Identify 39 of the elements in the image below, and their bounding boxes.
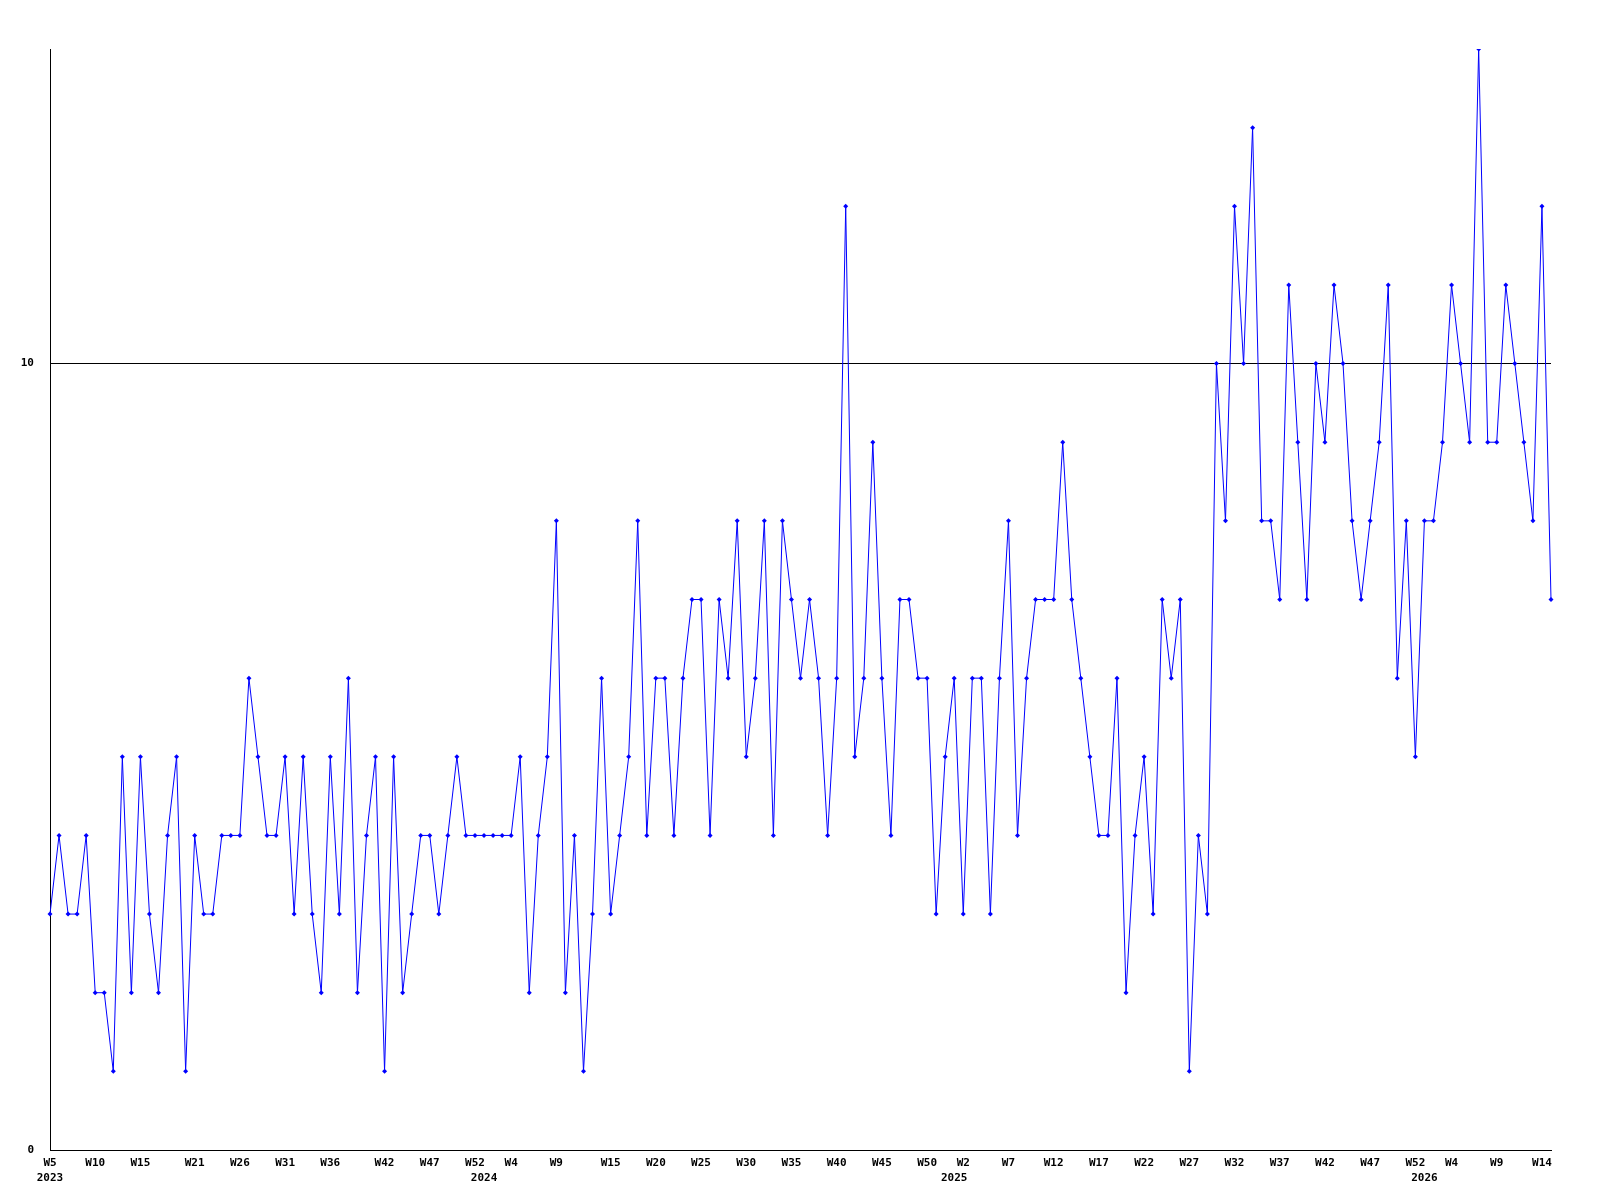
x-tick-label: W5 2023 <box>36 1155 64 1184</box>
x-tick-label: W52 <box>465 1155 485 1169</box>
x-tick-label: W22 <box>1134 1155 1155 1169</box>
x-tick-label: W12 <box>1043 1155 1064 1169</box>
x-tick-label: 2026 <box>1411 1170 1439 1184</box>
x-tick-label: W25 <box>691 1155 711 1169</box>
x-tick-label: W4 <box>1444 1155 1459 1169</box>
x-tick-label: W50 <box>917 1155 938 1169</box>
x-tick-label: W26 <box>229 1155 251 1169</box>
x-tick-label: W45 <box>871 1155 892 1169</box>
x-tick-label: W30 <box>736 1155 757 1169</box>
x-tick-label: W21 <box>184 1155 205 1169</box>
x-tick-label: W35 <box>781 1155 802 1169</box>
x-tick-label: W27 <box>1179 1155 1200 1169</box>
x-tick-label: W10 <box>85 1155 106 1169</box>
x-tick-label: W42 <box>1315 1155 1335 1169</box>
y-tick-label: 10 <box>20 356 34 370</box>
x-tick-label: W36 <box>320 1155 341 1169</box>
x-tick-label: W32 <box>1224 1155 1245 1169</box>
x-tick-label: W37 <box>1269 1155 1290 1169</box>
x-tick-label: W9 <box>549 1155 563 1169</box>
x-tick-label: W9 <box>1490 1155 1504 1169</box>
x-tick-label: W31 <box>275 1155 296 1169</box>
x-tick-label: W47 <box>419 1155 440 1169</box>
x-tick-label: W20 <box>645 1155 666 1169</box>
y-tick-label: 0 <box>27 1142 34 1156</box>
x-tick-label: W52 <box>1405 1155 1426 1169</box>
x-tick-label: W7 <box>1001 1155 1016 1169</box>
x-tick-label: W4 <box>504 1155 519 1169</box>
x-tick-label: W15 <box>600 1155 621 1169</box>
x-tick-label: W15 <box>130 1155 151 1169</box>
x-tick-label: W17 <box>1088 1155 1109 1169</box>
x-tick-label: 2024 <box>470 1170 498 1184</box>
x-tick-label: W14 <box>1532 1155 1553 1169</box>
x-tick-label: W47 <box>1360 1155 1381 1169</box>
x-tick-label: W40 <box>826 1155 847 1169</box>
x-tick-label: W42 <box>374 1155 395 1169</box>
x-tick-label: W2 <box>956 1155 970 1169</box>
x-tick-label: 2025 <box>940 1170 968 1184</box>
